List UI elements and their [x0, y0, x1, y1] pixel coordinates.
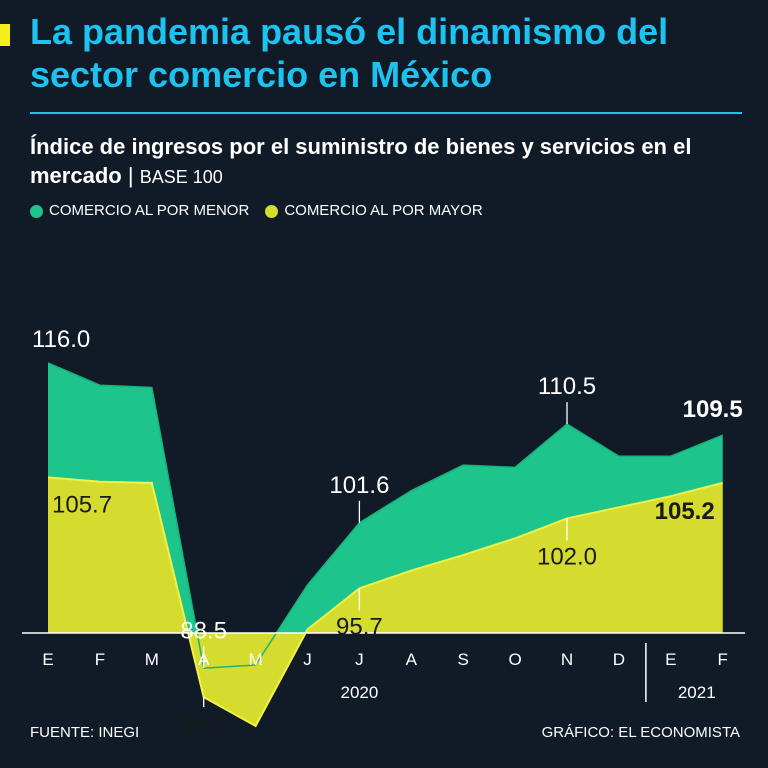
- x-tick-label: E: [665, 650, 676, 669]
- legend-item-menor: COMERCIO AL POR MENOR: [30, 201, 249, 221]
- year-label-2020: 2020: [340, 683, 378, 702]
- x-tick-label: E: [42, 650, 53, 669]
- legend-dot-mayor-icon: [265, 204, 279, 218]
- data-label: 85.9: [180, 710, 227, 737]
- source-note: FUENTE: INEGI: [30, 724, 140, 741]
- data-label: 88.5: [180, 617, 227, 644]
- x-tick-label: S: [458, 650, 469, 669]
- subtitle-text: Índice de ingresos por el suministro de …: [30, 134, 692, 188]
- data-label: 101.6: [329, 472, 389, 499]
- x-tick-label: F: [718, 650, 728, 669]
- legend-dot-menor-icon: [30, 204, 43, 218]
- data-label: 109.5: [683, 396, 743, 423]
- data-label: 105.2: [655, 498, 715, 525]
- legend-item-mayor: COMERCIO AL POR MAYOR: [265, 201, 483, 221]
- data-label: 102.0: [537, 543, 597, 570]
- subtitle-separator: |: [127, 163, 134, 188]
- credit-note: GRÁFICO: EL ECONOMISTA: [541, 724, 740, 741]
- x-tick-label: J: [355, 650, 364, 669]
- series-mayor-line: [47, 476, 723, 728]
- accent-bar: [0, 24, 10, 46]
- year-label-2021: 2021: [678, 683, 716, 702]
- x-tick-label: M: [249, 650, 263, 669]
- legend-label-mayor: COMERCIO AL POR MAYOR: [284, 202, 483, 219]
- x-tick-label: N: [561, 650, 573, 669]
- title-divider: [30, 112, 742, 114]
- x-tick-label: D: [613, 650, 625, 669]
- legend-label-menor: COMERCIO AL POR MENOR: [49, 202, 250, 219]
- x-tick-label: A: [406, 650, 418, 669]
- chart-subtitle: Índice de ingresos por el suministro de …: [30, 132, 750, 192]
- x-tick-label: J: [303, 650, 312, 669]
- subtitle-base: BASE 100: [139, 167, 223, 187]
- chart-legend: COMERCIO AL POR MENOR COMERCIO AL POR MA…: [30, 201, 499, 221]
- series-mayor-area: [48, 477, 723, 726]
- data-label: 110.5: [538, 373, 596, 400]
- data-label: 95.7: [336, 613, 383, 640]
- page-title: La pandemia pausó el dinamismo del secto…: [30, 11, 669, 95]
- x-tick-label: M: [145, 650, 159, 669]
- data-label: 105.7: [52, 491, 112, 518]
- data-label: 116.0: [32, 326, 90, 353]
- x-tick-label: O: [508, 650, 521, 669]
- x-tick-label: F: [95, 650, 105, 669]
- series-menor-line: [47, 362, 723, 670]
